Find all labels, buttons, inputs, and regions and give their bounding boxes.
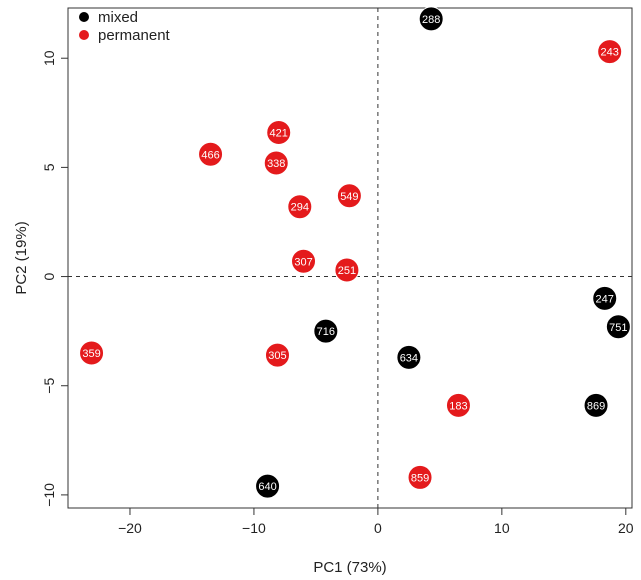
data-point-359 (79, 340, 105, 366)
x-tick-label: 0 (374, 520, 382, 536)
data-point-243 (597, 39, 623, 65)
legend-marker-permanent (79, 30, 89, 40)
data-point-label: 869 (587, 400, 605, 412)
data-point-549 (336, 183, 362, 209)
y-tick-label: 10 (41, 50, 57, 66)
data-point-label: 294 (291, 202, 309, 214)
data-point-label: 307 (294, 256, 312, 268)
data-point-640 (255, 473, 281, 499)
data-point-307 (291, 248, 317, 274)
x-tick-label: 20 (618, 520, 634, 536)
data-point-183 (445, 392, 471, 418)
data-point-label: 243 (601, 47, 619, 59)
data-points-layer: 288 247 751 716 634 869 640 243 421 466 338 549 294 3… (79, 6, 631, 499)
x-tick-label: −20 (118, 520, 142, 536)
y-tick-label: −5 (41, 378, 57, 394)
data-point-label: 247 (596, 293, 614, 305)
data-point-label: 338 (267, 158, 285, 170)
data-point-466 (198, 141, 224, 167)
y-tick-label: 5 (41, 163, 57, 171)
data-point-421 (266, 119, 292, 145)
x-tick-label: 10 (494, 520, 510, 536)
data-point-288 (418, 6, 444, 32)
x-tick-label: −10 (242, 520, 266, 536)
y-tick-label: 0 (41, 272, 57, 280)
data-point-label: 251 (338, 265, 356, 277)
plot-frame (67, 7, 633, 509)
data-point-label: 183 (449, 400, 467, 412)
data-point-label: 716 (317, 326, 335, 338)
data-point-716 (313, 318, 339, 344)
y-axis: −10 −5 0 5 10 (41, 50, 68, 507)
series-mixed: 288 247 751 716 634 869 640 (255, 6, 631, 499)
data-point-305 (264, 342, 290, 368)
data-point-251 (334, 257, 360, 283)
x-axis: −20 −10 0 10 20 (118, 508, 634, 536)
y-tick-label: −10 (41, 483, 57, 507)
data-point-label: 359 (82, 348, 100, 360)
legend-label-mixed: mixed (98, 9, 138, 26)
data-point-label: 421 (270, 127, 288, 139)
x-axis-label: PC1 (73%) (313, 559, 386, 576)
data-point-label: 859 (411, 472, 429, 484)
data-point-label: 640 (258, 481, 276, 493)
data-point-label: 466 (201, 149, 219, 161)
data-point-859 (407, 464, 433, 490)
data-point-label: 751 (609, 322, 627, 334)
data-point-751 (605, 314, 631, 340)
data-point-label: 549 (340, 191, 358, 203)
data-point-label: 305 (268, 350, 286, 362)
legend-marker-mixed (79, 12, 89, 22)
data-point-247 (592, 285, 618, 311)
data-point-label: 288 (422, 14, 440, 26)
legend-label-permanent: permanent (98, 27, 171, 44)
data-point-869 (583, 392, 609, 418)
data-point-label: 634 (400, 352, 418, 364)
data-point-294 (287, 194, 313, 220)
plot-frame-layer (67, 7, 633, 509)
y-axis-label: PC2 (19%) (13, 221, 30, 294)
series-permanent: 243 421 466 338 549 294 307 251 359 305 183 859 (79, 39, 623, 490)
data-point-338 (263, 150, 289, 176)
data-point-634 (396, 344, 422, 370)
